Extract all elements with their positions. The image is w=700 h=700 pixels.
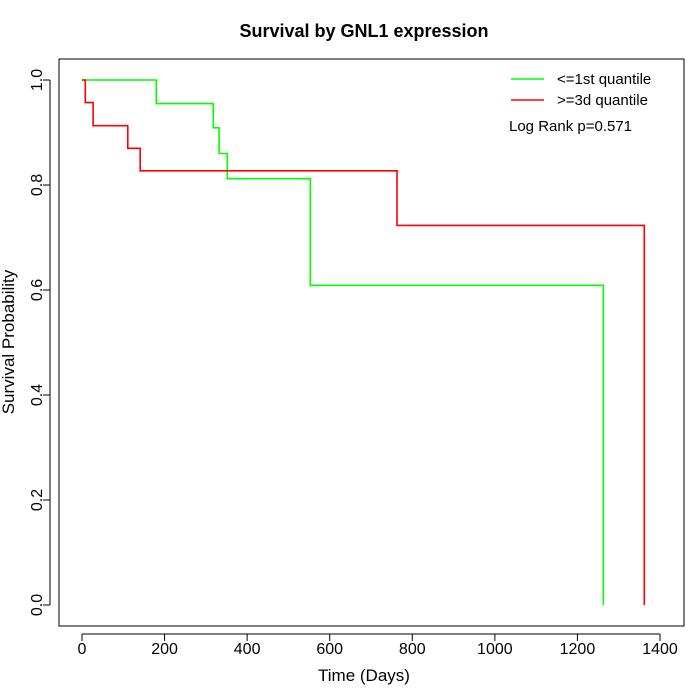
y-tick-label: 0.0 [29,594,46,616]
y-tick-label: 0.4 [29,384,46,406]
series-line-low [82,79,605,605]
x-axis-label: Time (Days) [318,666,410,685]
x-tick-label: 1000 [477,641,513,658]
survival-curves [82,79,646,605]
log-rank-annotation: Log Rank p=0.571 [509,118,632,135]
y-tick-label: 0.2 [29,489,46,511]
y-tick-label: 0.8 [29,174,46,196]
x-axis: 0 200 400 600 800 1000 1200 1400 [78,633,678,658]
x-tick-label: 0 [78,641,87,658]
plot-area-frame [58,58,685,627]
x-tick-label: 800 [399,641,426,658]
legend: <=1st quantile >=3d quantile [511,71,651,109]
legend-label-low: <=1st quantile [557,71,651,88]
y-axis-label: Survival Probability [0,269,18,414]
x-tick-label: 1400 [642,641,678,658]
chart-title: Survival by GNL1 expression [239,21,488,41]
x-tick-label: 1200 [560,641,596,658]
legend-label-high: >=3d quantile [557,92,648,109]
y-tick-label: 0.6 [29,279,46,301]
y-axis: 0.0 0.2 0.4 0.6 0.8 1.0 [29,69,51,616]
x-tick-label: 400 [234,641,261,658]
x-tick-label: 600 [316,641,343,658]
series-line-high [82,79,646,605]
x-tick-label: 200 [151,641,178,658]
y-tick-label: 1.0 [29,69,46,91]
